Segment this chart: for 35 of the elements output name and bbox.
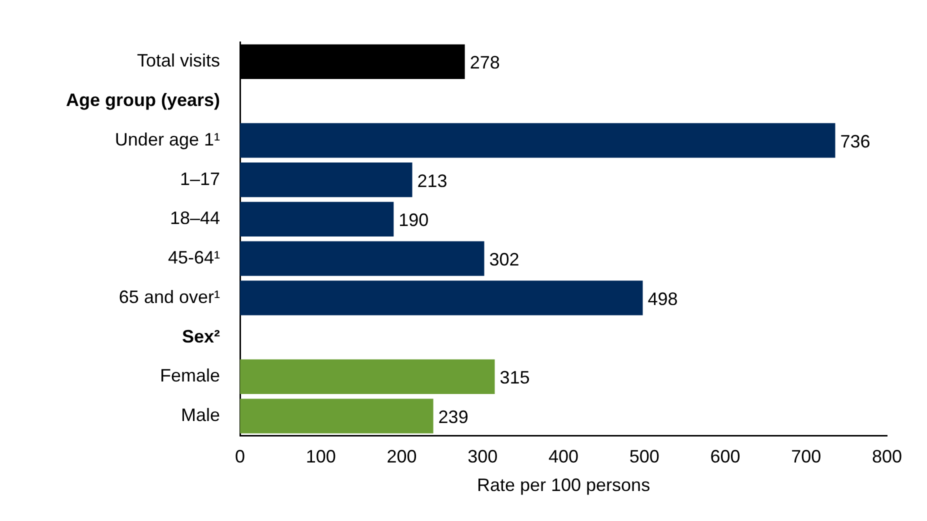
x-tick-label: 400: [548, 446, 579, 467]
x-tick-label: 300: [468, 446, 498, 467]
x-tick-label: 500: [629, 446, 660, 467]
y-tick-label: Total visits: [136, 50, 220, 71]
bar: [240, 123, 836, 158]
y-tick-label: Age group (years): [66, 90, 220, 110]
x-tick-label: 600: [710, 446, 740, 467]
data-label: 315: [500, 368, 530, 388]
y-tick-label: 65 and over¹: [118, 286, 220, 307]
bar: [240, 241, 484, 276]
bar: [240, 280, 643, 316]
data-label: 278: [470, 52, 500, 73]
data-label: 239: [438, 407, 468, 428]
y-tick-label: 18–44: [170, 208, 220, 228]
y-tick-label: Female: [160, 366, 220, 386]
data-label: 190: [398, 210, 429, 230]
x-axis-title: Rate per 100 persons: [476, 475, 650, 496]
y-tick-label: 1–17: [180, 168, 220, 189]
x-tick-label: 100: [306, 446, 336, 467]
data-label: 736: [840, 131, 870, 152]
x-tick-label: 800: [872, 446, 902, 467]
bar: [240, 162, 412, 198]
data-label: 213: [417, 170, 448, 191]
data-label: 498: [648, 288, 678, 309]
y-tick-label: 45-64¹: [168, 248, 220, 268]
x-tick-label: 700: [791, 446, 822, 467]
x-tick-label: 0: [234, 446, 246, 467]
bar: [240, 202, 394, 237]
x-tick-label: 200: [386, 446, 417, 467]
y-tick-label: Under age 1¹: [114, 129, 220, 150]
bar: [240, 398, 434, 434]
bar: [240, 359, 495, 394]
y-tick-label: Sex²: [182, 326, 220, 346]
data-label: 302: [489, 250, 520, 270]
y-tick-label: Male: [180, 405, 220, 426]
